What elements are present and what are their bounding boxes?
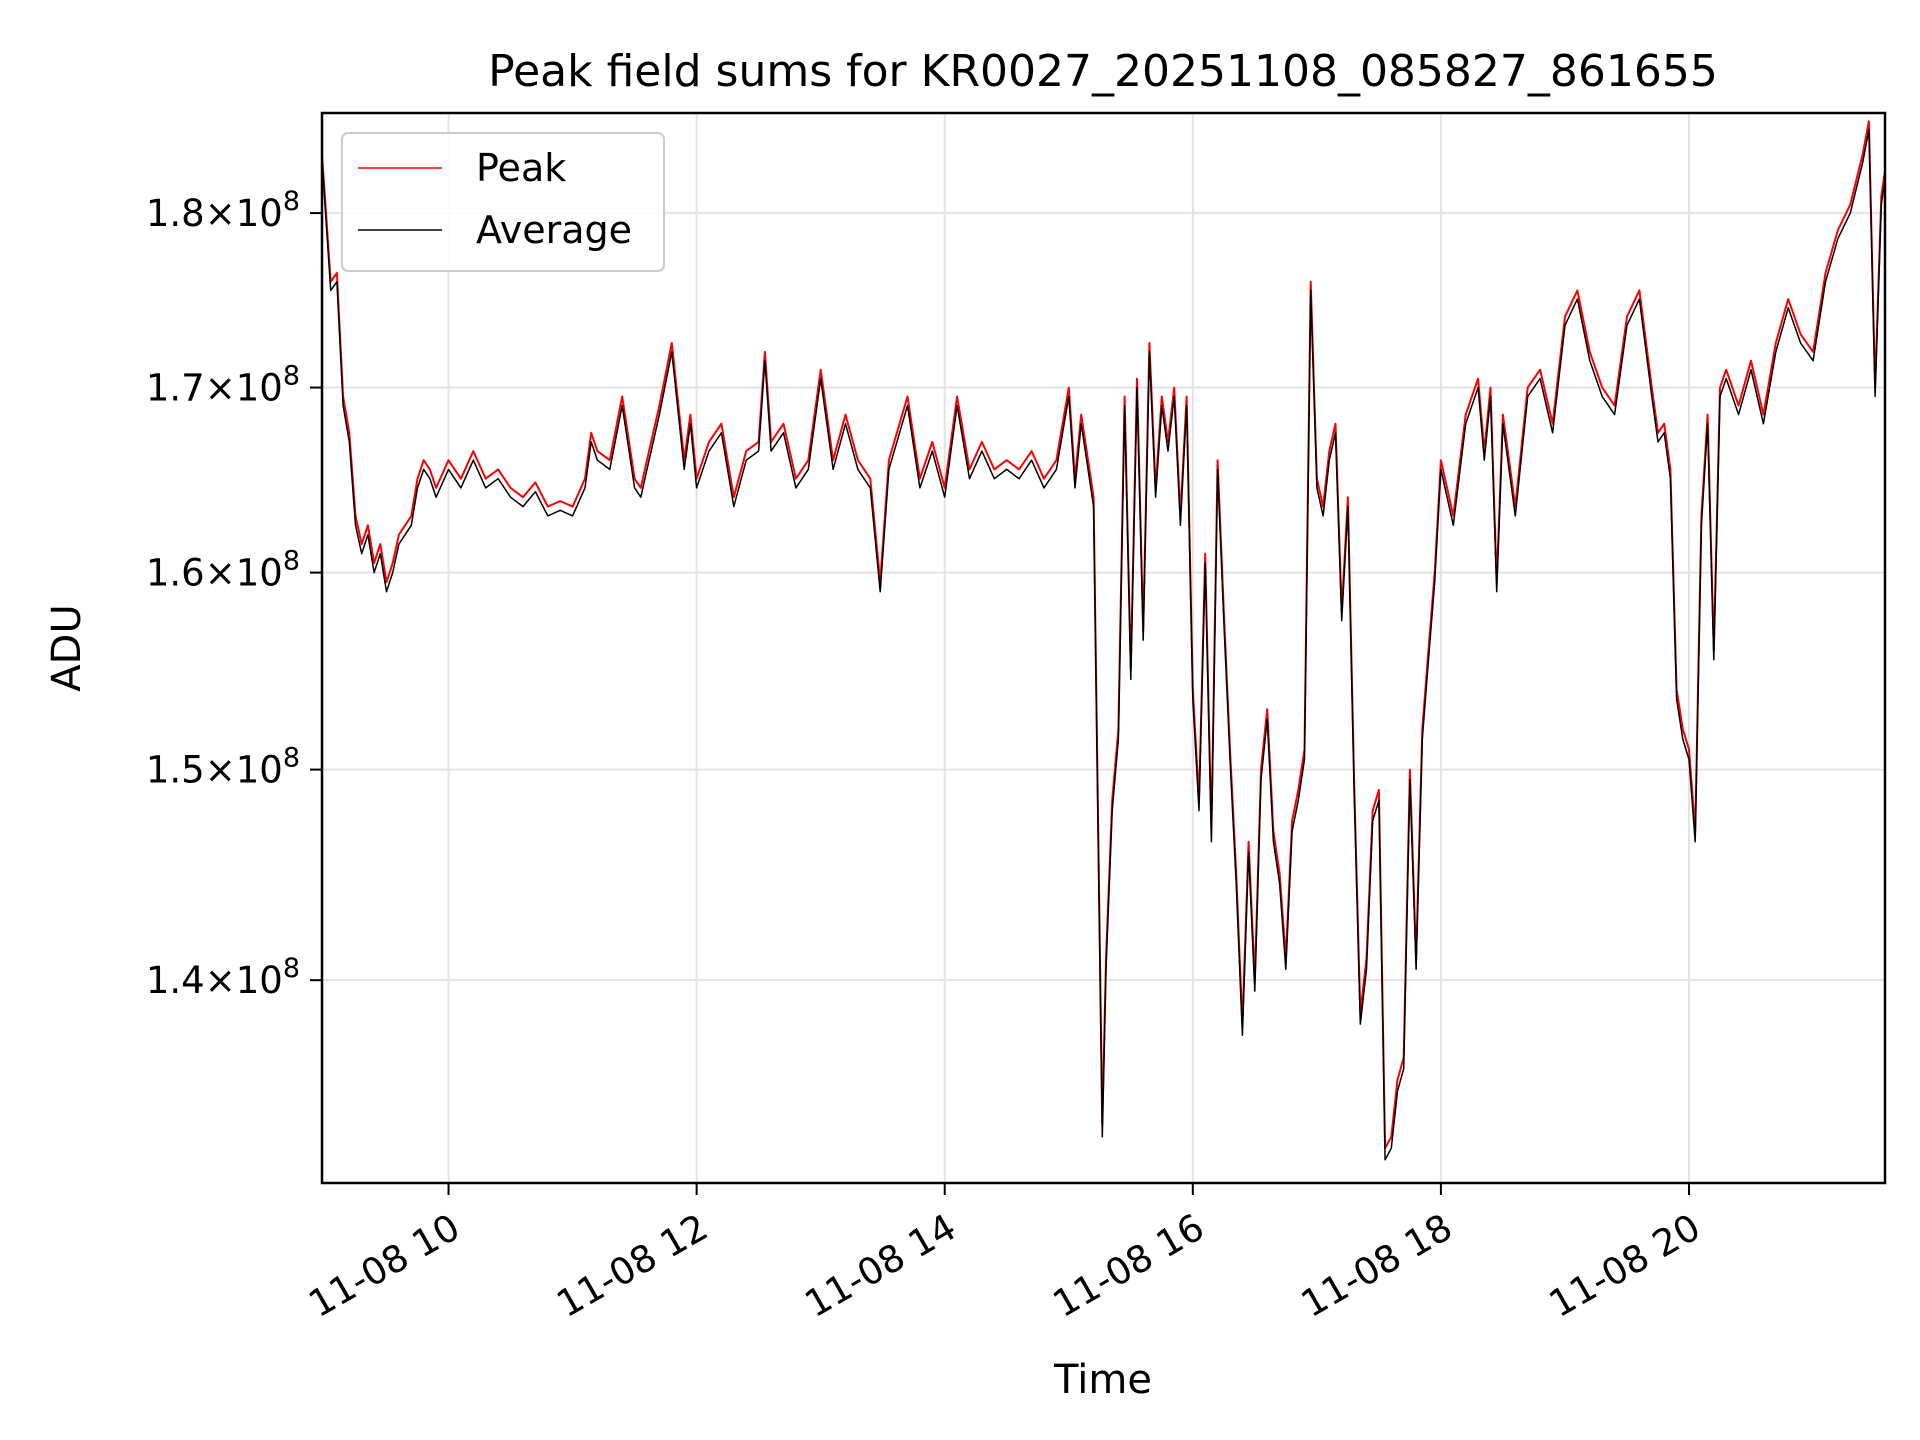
legend: Peak Average	[341, 132, 665, 272]
plot-frame	[320, 111, 1887, 1185]
x-tick-label: 11-08 18	[1294, 1206, 1460, 1326]
series-line-peak	[322, 120, 1885, 1150]
chart-title: Peak field sums for KR0027_20251108_0858…	[488, 46, 1718, 97]
plot-area	[320, 111, 1887, 1185]
y-tick-label: 1.5×108	[146, 743, 300, 792]
x-axis: 11-08 10 11-08 12 11-08 14 11-08 16 11-08 18…	[301, 1183, 1708, 1326]
x-tick-label: 11-08 12	[550, 1206, 716, 1326]
y-tick-label: 1.4×108	[146, 953, 300, 1002]
legend-label-peak: Peak	[476, 146, 566, 190]
x-tick-label: 11-08 10	[301, 1206, 467, 1326]
x-tick-label: 11-08 20	[1542, 1206, 1708, 1326]
y-tick-label: 1.7×108	[146, 361, 300, 410]
y-tick-label: 1.6×108	[146, 546, 300, 595]
grid-layer	[322, 113, 1885, 1183]
series-line-average	[322, 128, 1885, 1161]
series-layer	[322, 120, 1885, 1161]
y-axis: 1.4×108 1.5×108 1.6×108 1.7×108 1.8×108	[146, 186, 322, 1002]
legend-label-average: Average	[476, 208, 632, 252]
y-axis-label: ADU	[44, 604, 90, 691]
x-tick-label: 11-08 14	[798, 1206, 964, 1326]
x-tick-label: 11-08 16	[1046, 1206, 1212, 1326]
x-axis-label: Time	[1053, 1357, 1152, 1403]
y-tick-label: 1.8×108	[146, 186, 300, 235]
